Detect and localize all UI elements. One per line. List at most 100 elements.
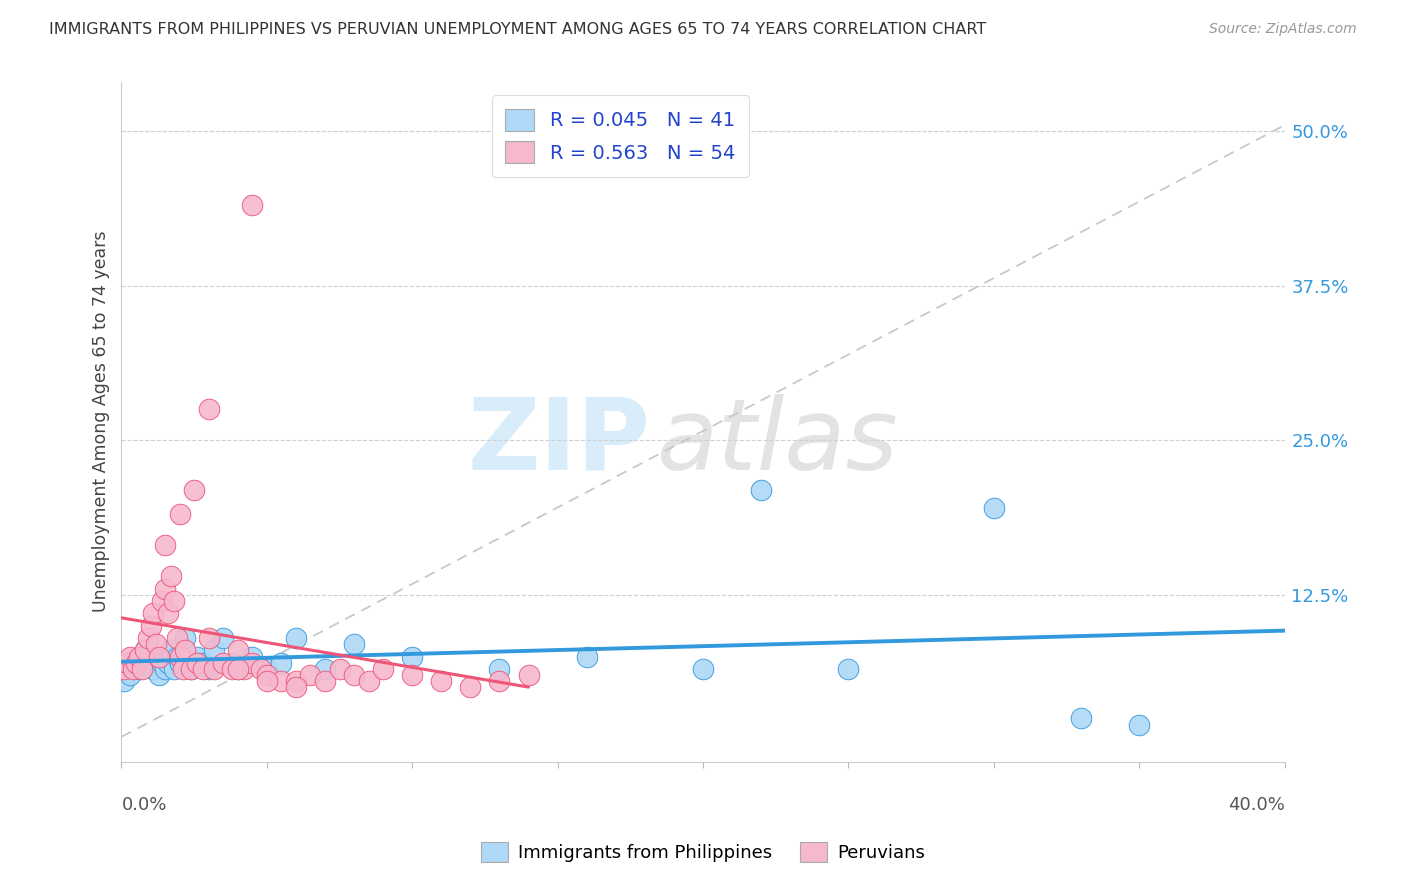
Point bbox=[174, 643, 197, 657]
Point bbox=[128, 649, 150, 664]
Point bbox=[357, 674, 380, 689]
Point bbox=[488, 662, 510, 676]
Point bbox=[270, 674, 292, 689]
Point bbox=[401, 668, 423, 682]
Point bbox=[692, 662, 714, 676]
Point bbox=[148, 649, 170, 664]
Point bbox=[371, 662, 394, 676]
Point bbox=[314, 662, 336, 676]
Point bbox=[401, 649, 423, 664]
Point bbox=[191, 662, 214, 676]
Point bbox=[191, 656, 214, 670]
Point bbox=[343, 668, 366, 682]
Point bbox=[197, 402, 219, 417]
Legend: Immigrants from Philippines, Peruvians: Immigrants from Philippines, Peruvians bbox=[474, 834, 932, 870]
Point bbox=[221, 656, 243, 670]
Y-axis label: Unemployment Among Ages 65 to 74 years: Unemployment Among Ages 65 to 74 years bbox=[93, 231, 110, 613]
Point bbox=[125, 656, 148, 670]
Point bbox=[284, 674, 307, 689]
Point bbox=[186, 656, 208, 670]
Point bbox=[169, 508, 191, 522]
Point bbox=[256, 662, 278, 676]
Point bbox=[226, 662, 249, 676]
Point bbox=[169, 656, 191, 670]
Point bbox=[284, 681, 307, 695]
Point bbox=[166, 631, 188, 645]
Point bbox=[221, 662, 243, 676]
Point bbox=[212, 631, 235, 645]
Point bbox=[183, 483, 205, 497]
Text: 0.0%: 0.0% bbox=[121, 797, 167, 814]
Point bbox=[197, 662, 219, 676]
Point bbox=[128, 662, 150, 676]
Point bbox=[1128, 717, 1150, 731]
Text: ZIP: ZIP bbox=[468, 393, 651, 491]
Point bbox=[299, 668, 322, 682]
Point bbox=[226, 662, 249, 676]
Point bbox=[112, 662, 135, 676]
Point bbox=[166, 649, 188, 664]
Point bbox=[125, 656, 148, 670]
Point bbox=[112, 674, 135, 689]
Point bbox=[150, 594, 173, 608]
Point bbox=[837, 662, 859, 676]
Legend: R = 0.045   N = 41, R = 0.563   N = 54: R = 0.045 N = 41, R = 0.563 N = 54 bbox=[492, 95, 749, 177]
Point bbox=[226, 643, 249, 657]
Point bbox=[240, 656, 263, 670]
Point bbox=[314, 674, 336, 689]
Point bbox=[284, 631, 307, 645]
Point bbox=[120, 668, 142, 682]
Point bbox=[136, 656, 159, 670]
Point bbox=[250, 662, 273, 676]
Point bbox=[517, 668, 540, 682]
Point bbox=[163, 662, 186, 676]
Point bbox=[156, 656, 179, 670]
Point bbox=[142, 662, 165, 676]
Point bbox=[134, 643, 156, 657]
Text: IMMIGRANTS FROM PHILIPPINES VS PERUVIAN UNEMPLOYMENT AMONG AGES 65 TO 74 YEARS C: IMMIGRANTS FROM PHILIPPINES VS PERUVIAN … bbox=[49, 22, 987, 37]
Point bbox=[180, 662, 202, 676]
Point bbox=[575, 649, 598, 664]
Point bbox=[153, 582, 176, 596]
Text: atlas: atlas bbox=[657, 393, 898, 491]
Point bbox=[174, 631, 197, 645]
Point bbox=[142, 607, 165, 621]
Point bbox=[145, 637, 167, 651]
Point bbox=[120, 649, 142, 664]
Point bbox=[186, 649, 208, 664]
Point bbox=[153, 538, 176, 552]
Point bbox=[150, 656, 173, 670]
Point bbox=[160, 569, 183, 583]
Point bbox=[131, 662, 153, 676]
Point bbox=[204, 662, 226, 676]
Point bbox=[139, 618, 162, 632]
Point bbox=[134, 643, 156, 657]
Point bbox=[163, 594, 186, 608]
Point bbox=[169, 649, 191, 664]
Point bbox=[139, 649, 162, 664]
Point bbox=[180, 662, 202, 676]
Point bbox=[204, 643, 226, 657]
Point bbox=[172, 662, 194, 676]
Point bbox=[488, 674, 510, 689]
Point bbox=[156, 607, 179, 621]
Text: Source: ZipAtlas.com: Source: ZipAtlas.com bbox=[1209, 22, 1357, 37]
Point bbox=[160, 643, 183, 657]
Point bbox=[232, 662, 254, 676]
Point bbox=[749, 483, 772, 497]
Point bbox=[117, 656, 139, 670]
Point bbox=[343, 637, 366, 651]
Point bbox=[240, 198, 263, 212]
Point bbox=[240, 649, 263, 664]
Point bbox=[256, 668, 278, 682]
Point bbox=[145, 649, 167, 664]
Point bbox=[328, 662, 350, 676]
Point bbox=[212, 656, 235, 670]
Point bbox=[1070, 711, 1092, 725]
Point bbox=[270, 656, 292, 670]
Point bbox=[122, 662, 145, 676]
Point bbox=[197, 631, 219, 645]
Text: 40.0%: 40.0% bbox=[1227, 797, 1285, 814]
Point bbox=[256, 674, 278, 689]
Point bbox=[153, 662, 176, 676]
